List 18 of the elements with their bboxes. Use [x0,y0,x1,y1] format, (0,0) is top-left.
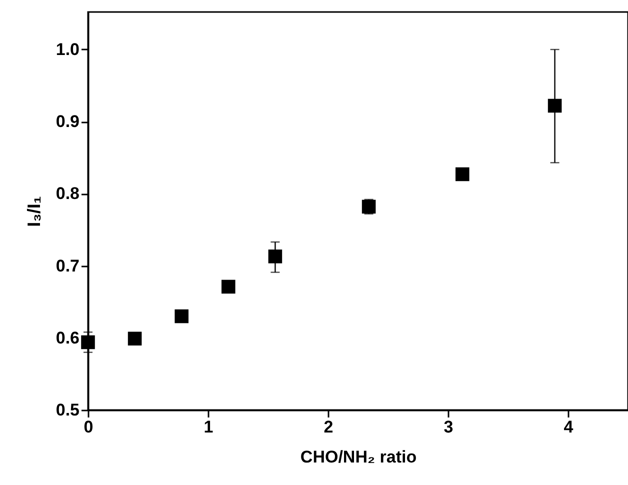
y-tick-label: 0.7 [56,256,80,276]
point [128,332,142,346]
x-axis-title: CHO/NH₂ ratio [300,448,417,466]
x-tick-label: 2 [324,418,334,436]
x-tick-label: 1 [204,418,214,436]
y-tick-label: 0.8 [56,184,80,204]
point [81,335,95,350]
y-tick-label: 0.5 [56,400,80,420]
y-tick-label: 0.9 [56,112,80,132]
point [174,309,188,324]
x-tick-label: 0 [84,418,94,436]
point [222,280,236,294]
x-tick-label: 3 [444,418,454,436]
x-tick-label: 4 [564,418,574,436]
y-tick-label: 1.0 [56,40,80,59]
point [456,167,470,182]
y-axis-title: I₃/I₁ [24,196,44,227]
y-tick-label: 0.6 [56,328,80,348]
